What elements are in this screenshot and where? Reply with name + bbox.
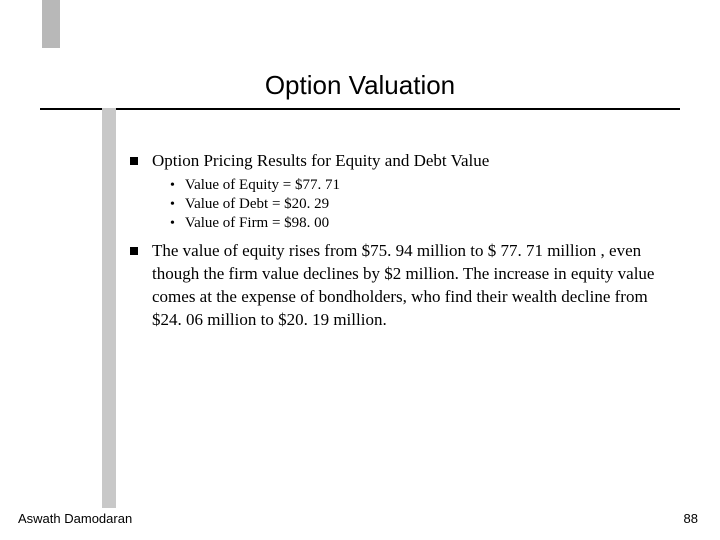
top-accent-bar (42, 0, 60, 48)
bullet-item: The value of equity rises from $75. 94 m… (130, 240, 680, 332)
dot-bullet-icon: • (170, 197, 175, 213)
sub-item: • Value of Debt = $20. 29 (170, 196, 680, 213)
side-accent-bar (102, 108, 116, 508)
bullet-text: The value of equity rises from $75. 94 m… (152, 240, 680, 332)
sub-text: Value of Equity = $77. 71 (185, 177, 340, 194)
dot-bullet-icon: • (170, 178, 175, 194)
dot-bullet-icon: • (170, 216, 175, 232)
slide-title: Option Valuation (0, 70, 720, 101)
sub-item: • Value of Firm = $98. 00 (170, 215, 680, 232)
bullet-item: Option Pricing Results for Equity and De… (130, 150, 680, 173)
sub-text: Value of Firm = $98. 00 (185, 215, 329, 232)
sub-list: • Value of Equity = $77. 71 • Value of D… (170, 177, 680, 232)
footer-author: Aswath Damodaran (18, 511, 132, 526)
bullet-text: Option Pricing Results for Equity and De… (152, 150, 489, 173)
footer-page-number: 88 (684, 511, 698, 526)
sub-text: Value of Debt = $20. 29 (185, 196, 329, 213)
square-bullet-icon (130, 247, 138, 255)
sub-item: • Value of Equity = $77. 71 (170, 177, 680, 194)
title-area: Option Valuation (0, 70, 720, 101)
title-underline (40, 108, 680, 110)
content-area: Option Pricing Results for Equity and De… (130, 150, 680, 336)
square-bullet-icon (130, 157, 138, 165)
